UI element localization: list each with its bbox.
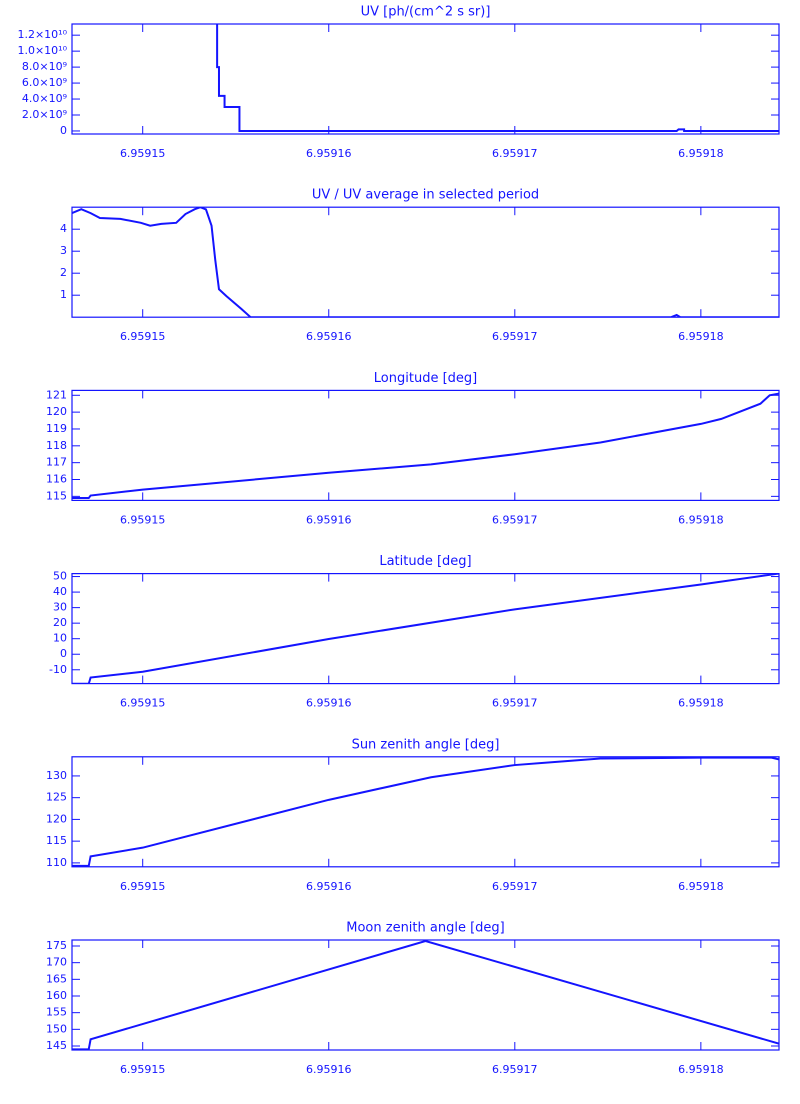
panel: Latitude [deg] -10 0 10 20 30 40 50 6.95915 6.959…	[49, 554, 780, 710]
panel-title: UV [ph/(cm^2 s sr)]	[361, 5, 491, 20]
x-tick-label: 6.95918	[678, 330, 724, 343]
y-tick-label: 10	[53, 632, 67, 645]
plot-frame	[71, 756, 780, 868]
panel-title: Latitude [deg]	[379, 554, 471, 569]
x-tick-label: 6.95916	[306, 1063, 352, 1076]
panel: Sun zenith angle [deg] 110 115 120 125 130 6.9…	[46, 737, 780, 893]
y-tick-label: 40	[53, 585, 67, 598]
x-tick-label: 6.95916	[306, 513, 352, 526]
panel-title: Longitude [deg]	[374, 371, 477, 386]
data-line	[216, 24, 779, 132]
y-tick-label: 2	[60, 266, 67, 279]
data-line	[72, 756, 779, 867]
panel: Longitude [deg] 115 116 117 118 119 120 121 6.95…	[46, 371, 780, 526]
x-tick-label: 6.95915	[120, 330, 166, 343]
x-tick-label: 6.95918	[678, 147, 724, 160]
plot-frame	[71, 389, 780, 501]
y-tick-label: 170	[46, 956, 67, 969]
y-tick-label: 116	[46, 473, 67, 486]
y-tick-label: 50	[53, 570, 67, 583]
y-tick-label: 1.2×10¹⁰	[17, 28, 67, 41]
y-tick-label: 155	[46, 1006, 67, 1019]
y-tick-label: 120	[46, 405, 67, 418]
panel-title: Sun zenith angle [deg]	[352, 737, 500, 752]
x-tick-label: 6.95918	[678, 880, 724, 893]
panel: UV [ph/(cm^2 s sr)] 0 2.0×10⁹ 4.0×10⁹ 6.0×10…	[17, 5, 780, 160]
plot-frame	[71, 572, 780, 685]
y-tick-label: 115	[46, 834, 67, 847]
y-tick-label: 117	[46, 456, 67, 469]
data-line	[72, 940, 779, 1050]
x-tick-label: 6.95917	[492, 147, 538, 160]
y-tick-label: 2.0×10⁹	[22, 108, 67, 121]
y-tick-label: 130	[46, 769, 67, 782]
x-tick-label: 6.95917	[492, 513, 538, 526]
x-tick-label: 6.95918	[678, 1063, 724, 1076]
panel-title: Moon zenith angle [deg]	[346, 921, 504, 936]
y-tick-label: 120	[46, 812, 67, 825]
y-tick-label: 110	[46, 856, 67, 869]
y-tick-label: 0	[60, 647, 67, 660]
x-tick-label: 6.95917	[492, 880, 538, 893]
y-tick-label: 1.0×10¹⁰	[17, 44, 67, 57]
y-tick-label: 115	[46, 489, 67, 502]
plot-frame	[71, 939, 780, 1051]
y-tick-label: 160	[46, 989, 67, 1002]
y-tick-label: 0	[60, 124, 67, 137]
y-tick-label: 145	[46, 1039, 67, 1052]
panel: Moon zenith angle [deg] 145 150 155 160 165 17…	[46, 921, 780, 1076]
x-tick-label: 6.95917	[492, 330, 538, 343]
y-tick-label: 150	[46, 1022, 67, 1035]
y-tick-label: 125	[46, 791, 67, 804]
panel: UV / UV average in selected period 1 2 3 4 6.…	[60, 188, 780, 343]
x-tick-label: 6.95915	[120, 513, 166, 526]
x-tick-label: 6.95918	[678, 513, 724, 526]
x-tick-label: 6.95915	[120, 147, 166, 160]
y-tick-label: 1	[60, 288, 67, 301]
y-tick-label: 175	[46, 939, 67, 952]
x-tick-label: 6.95918	[678, 697, 724, 710]
x-tick-label: 6.95915	[120, 880, 166, 893]
y-tick-label: 8.0×10⁹	[22, 60, 67, 73]
plot-frame	[71, 23, 780, 135]
y-tick-label: 121	[46, 388, 67, 401]
y-tick-label: 30	[53, 601, 67, 614]
x-tick-label: 6.95916	[306, 880, 352, 893]
y-tick-label: 3	[60, 244, 67, 257]
data-line	[72, 207, 779, 318]
y-tick-label: 165	[46, 972, 67, 985]
y-tick-label: 4.0×10⁹	[22, 92, 67, 105]
y-tick-label: 20	[53, 616, 67, 629]
data-line	[72, 573, 779, 684]
data-line	[72, 392, 779, 500]
x-tick-label: 6.95916	[306, 697, 352, 710]
x-tick-label: 6.95916	[306, 147, 352, 160]
x-tick-label: 6.95915	[120, 1063, 166, 1076]
y-tick-label: 6.0×10⁹	[22, 76, 67, 89]
panel-title: UV / UV average in selected period	[312, 188, 539, 203]
y-tick-label: 119	[46, 422, 67, 435]
x-tick-label: 6.95917	[492, 697, 538, 710]
y-tick-label: 118	[46, 439, 67, 452]
x-tick-label: 6.95915	[120, 697, 166, 710]
y-tick-label: -10	[49, 663, 67, 676]
x-tick-label: 6.95916	[306, 330, 352, 343]
x-tick-label: 6.95917	[492, 1063, 538, 1076]
y-tick-label: 4	[60, 222, 67, 235]
plot-frame	[71, 206, 780, 318]
